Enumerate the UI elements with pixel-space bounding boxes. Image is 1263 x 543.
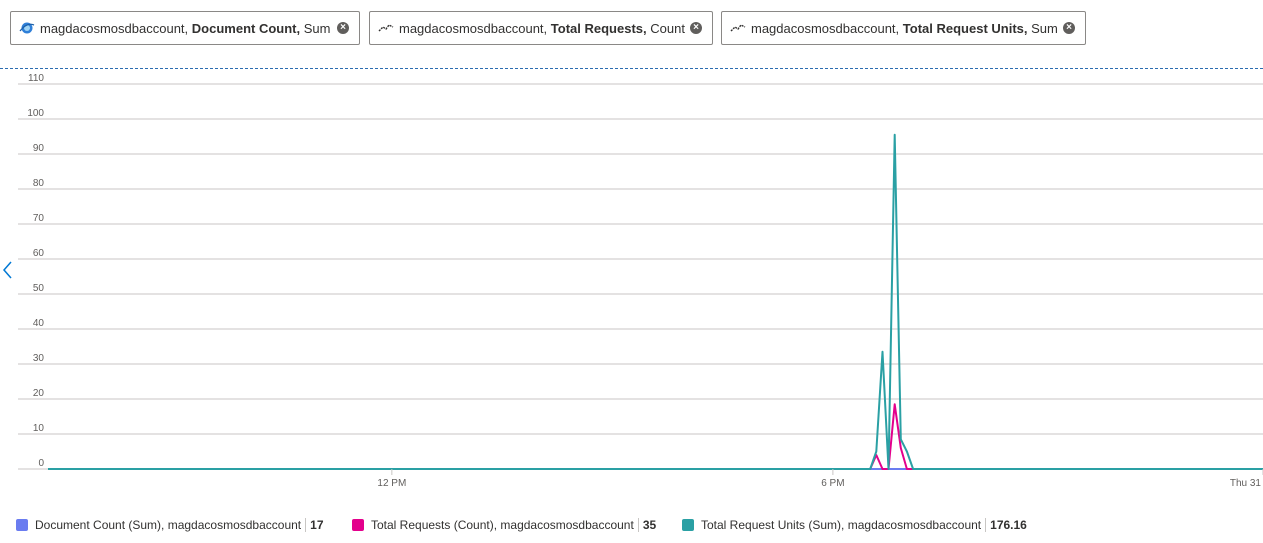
series-line-1 — [48, 403, 1263, 470]
cosmos-db-icon — [19, 21, 35, 35]
pill-metric: Total Request Units, — [902, 20, 1028, 36]
pill-resource: magdacosmosdbaccount, — [399, 20, 548, 36]
legend-label: Document Count (Sum), magdacosmosdbaccou… — [35, 518, 302, 532]
close-icon[interactable]: × — [690, 22, 702, 34]
metric-pill-document-count[interactable]: magdacosmosdbaccount, Document Count, Su… — [10, 11, 360, 45]
legend-value: 17 — [305, 518, 324, 532]
close-icon[interactable]: × — [337, 22, 349, 34]
y-tick-label: 90 — [33, 143, 45, 154]
legend-value: 35 — [637, 518, 656, 532]
y-tick-label: 70 — [33, 213, 45, 224]
x-tick-label: Thu 31 — [1230, 478, 1262, 489]
legend-label: Total Request Units (Sum), magdacosmosdb… — [701, 518, 982, 532]
legend-item-total-requests[interactable]: Total Requests (Count), magdacosmosdbacc… — [352, 518, 656, 532]
legend-swatch — [352, 519, 364, 531]
legend-label: Total Requests (Count), magdacosmosdbacc… — [371, 518, 634, 532]
y-tick-label: 20 — [33, 388, 45, 399]
chevron-left-icon[interactable] — [2, 260, 14, 280]
y-tick-label: 0 — [38, 458, 44, 469]
line-chart-icon — [730, 21, 746, 35]
x-tick-label: 12 PM — [377, 478, 406, 489]
y-tick-label: 60 — [33, 248, 45, 259]
pill-resource: magdacosmosdbaccount, — [751, 20, 900, 36]
series-line-2 — [48, 133, 1263, 470]
pill-aggregation: Sum — [1031, 20, 1058, 36]
x-tick-label: 6 PM — [821, 478, 844, 489]
y-tick-label: 40 — [33, 318, 45, 329]
legend-value: 176.16 — [985, 518, 1027, 532]
close-icon[interactable]: × — [1063, 22, 1075, 34]
pill-aggregation: Sum — [303, 20, 331, 36]
y-tick-label: 110 — [28, 73, 44, 84]
pill-resource: magdacosmosdbaccount, — [40, 20, 189, 36]
legend-swatch — [682, 519, 694, 531]
y-tick-label: 100 — [27, 108, 44, 119]
y-tick-label: 30 — [33, 353, 45, 364]
line-chart-icon — [378, 21, 394, 35]
metrics-chart: 0 10 20 30 40 50 60 70 80 90 100 110 12 PM 6 PM Thu 3… — [0, 68, 1263, 489]
metric-pill-total-request-units[interactable]: magdacosmosdbaccount, Total Request Unit… — [721, 11, 1086, 45]
y-tick-label: 50 — [33, 283, 45, 294]
y-tick-label: 80 — [33, 178, 45, 189]
pill-aggregation: Count — [650, 20, 685, 36]
legend-swatch — [16, 519, 28, 531]
pill-metric: Document Count, — [191, 20, 301, 36]
legend-item-total-request-units[interactable]: Total Request Units (Sum), magdacosmosdb… — [682, 518, 1027, 532]
legend-item-document-count[interactable]: Document Count (Sum), magdacosmosdbaccou… — [16, 518, 324, 532]
metric-pill-total-requests[interactable]: magdacosmosdbaccount, Total Requests, Co… — [369, 11, 713, 45]
pill-metric: Total Requests, — [550, 20, 647, 36]
y-tick-label: 10 — [33, 423, 45, 434]
